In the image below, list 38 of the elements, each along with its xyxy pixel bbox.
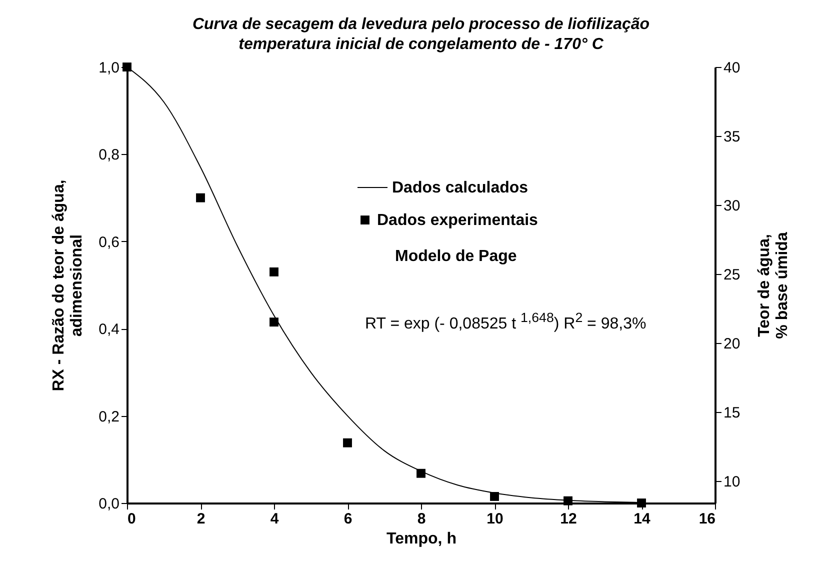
point: [196, 193, 205, 202]
point: [637, 498, 646, 508]
x-tick-label: 14: [634, 510, 651, 528]
point: [564, 496, 572, 506]
y2-tick-label: 35: [724, 128, 740, 146]
chart-title: Curva de secagem da levedura pelo processo de liofilização temperatura inicial de congelamento de - 170° C: [192, 16, 650, 53]
x-tick-label: 16: [698, 510, 716, 528]
annotation: RT = exp (- 0,08525 t $^{1,648}$) R$^{2}$ = 98,3%: [365, 310, 646, 334]
x-tick-label: 2: [196, 510, 206, 528]
annotation: Modelo de Page: [395, 248, 517, 266]
y-axis-title: RX - Razão do teor de água, adimensional: [50, 180, 86, 392]
x-tick-label: 6: [344, 510, 352, 528]
y-tick-label: 0,0: [98, 496, 120, 512]
y-tick-label: 0,4: [98, 321, 120, 338]
point: [490, 492, 499, 501]
y2-tick-label: 25: [724, 266, 740, 284]
y-tick-label: 1,0: [98, 60, 120, 76]
y2-axis-title: Teor de água, % base úmida: [756, 232, 792, 339]
y2-tick-label: 30: [724, 197, 740, 214]
point: [270, 267, 278, 276]
legend-label: Dados experimentais: [377, 212, 538, 229]
legend-label: Dados calculados: [392, 180, 528, 196]
x-tick-label: 8: [417, 510, 426, 528]
x-tick-label: 4: [270, 510, 280, 528]
y2-tick-label: 10: [724, 473, 740, 490]
x-tick-label: 10: [486, 510, 504, 528]
y2-tick-label: 20: [724, 335, 740, 352]
y2-tick-label: 40: [724, 60, 740, 76]
y-tick-label: 0,8: [98, 146, 120, 164]
y-tick-label: 0,6: [98, 234, 120, 251]
point: [343, 438, 352, 448]
y2-tick-label: 15: [724, 404, 740, 422]
point: [270, 318, 278, 327]
point: [416, 468, 426, 478]
x-tick-label: 12: [560, 510, 577, 528]
x-axis-title: Tempo, h: [386, 530, 456, 548]
y-tick-label: 0,2: [98, 408, 120, 426]
x-tick-label: 0: [128, 510, 136, 528]
